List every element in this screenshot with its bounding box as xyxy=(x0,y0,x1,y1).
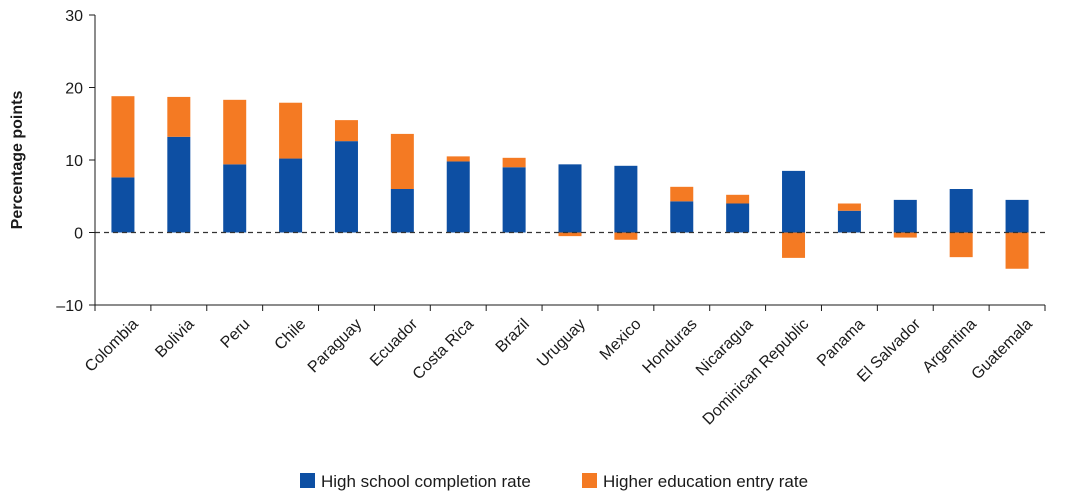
x-tick-label: Costa Rica xyxy=(410,316,477,383)
bar-nicaragua-series-1 xyxy=(726,203,750,233)
y-tick-label: 20 xyxy=(65,81,83,98)
bar-guatemala-series-1 xyxy=(1005,199,1029,233)
bar-ecuador-series-2 xyxy=(390,133,414,189)
x-tick-label: Guatemala xyxy=(969,316,1036,383)
x-tick-label: Panama xyxy=(814,316,868,370)
x-tick-label: Chile xyxy=(272,316,310,354)
bar-brazil-series-2 xyxy=(502,157,526,168)
legend-swatch-series-1 xyxy=(300,473,315,488)
bar-el-salvador-series-2 xyxy=(893,232,917,238)
bar-argentina-series-1 xyxy=(949,189,973,233)
bar-costa-rica-series-2 xyxy=(446,156,470,162)
legend-label-series-2: Higher education entry rate xyxy=(603,472,808,491)
bar-el-salvador-series-1 xyxy=(893,199,917,233)
bars-group xyxy=(111,96,1029,269)
y-axis-title: Percentage points xyxy=(9,91,26,230)
x-tick-label: Dominican Republic xyxy=(700,316,813,429)
bar-colombia-series-2 xyxy=(111,96,135,178)
bar-dominican-republic-series-2 xyxy=(782,232,806,258)
y-axis: –10 0 10 20 30 xyxy=(56,8,96,315)
bar-honduras-series-2 xyxy=(670,186,694,202)
x-tick-label: Uruguay xyxy=(534,316,589,371)
y-tick-label: 10 xyxy=(65,153,83,170)
x-tick-label: Ecuador xyxy=(367,315,422,370)
bar-costa-rica-series-1 xyxy=(446,161,470,233)
bar-panama-series-1 xyxy=(837,210,861,233)
x-tick-label: Mexico xyxy=(597,316,645,364)
bar-peru-series-1 xyxy=(223,164,247,233)
x-tick-label: Argentina xyxy=(920,316,981,377)
bar-panama-series-2 xyxy=(837,203,861,211)
legend-swatch-series-2 xyxy=(582,473,597,488)
legend: High school completion rate Higher educat… xyxy=(300,472,808,491)
bar-mexico-series-2 xyxy=(614,232,638,240)
bar-guatemala-series-2 xyxy=(1005,232,1029,269)
bar-dominican-republic-series-1 xyxy=(782,170,806,233)
bar-uruguay-series-1 xyxy=(558,164,582,233)
bar-chile-series-1 xyxy=(279,158,303,233)
x-tick-label: Peru xyxy=(218,316,254,352)
bar-mexico-series-1 xyxy=(614,165,638,233)
bar-argentina-series-2 xyxy=(949,232,973,258)
bar-peru-series-2 xyxy=(223,99,247,165)
bar-nicaragua-series-2 xyxy=(726,194,750,204)
legend-label-series-1: High school completion rate xyxy=(321,472,531,491)
x-tick-label: Honduras xyxy=(640,316,701,377)
x-tick-label: Brazil xyxy=(493,316,533,356)
y-tick-label: 30 xyxy=(65,8,83,25)
x-tick-label: Colombia xyxy=(82,316,142,376)
bar-ecuador-series-1 xyxy=(390,189,414,233)
bar-paraguay-series-1 xyxy=(334,141,358,233)
x-tick-label: Paraguay xyxy=(305,316,365,376)
bar-chile-series-2 xyxy=(279,102,303,159)
bar-bolivia-series-2 xyxy=(167,96,191,137)
y-tick-label: 0 xyxy=(74,226,83,243)
bar-bolivia-series-1 xyxy=(167,136,191,233)
bar-honduras-series-1 xyxy=(670,201,694,233)
bar-paraguay-series-2 xyxy=(334,120,358,142)
x-tick-label: Bolivia xyxy=(152,316,197,361)
bar-brazil-series-1 xyxy=(502,167,526,233)
bar-uruguay-series-2 xyxy=(558,232,582,237)
bar-colombia-series-1 xyxy=(111,177,135,233)
y-tick-label: –10 xyxy=(56,298,83,315)
